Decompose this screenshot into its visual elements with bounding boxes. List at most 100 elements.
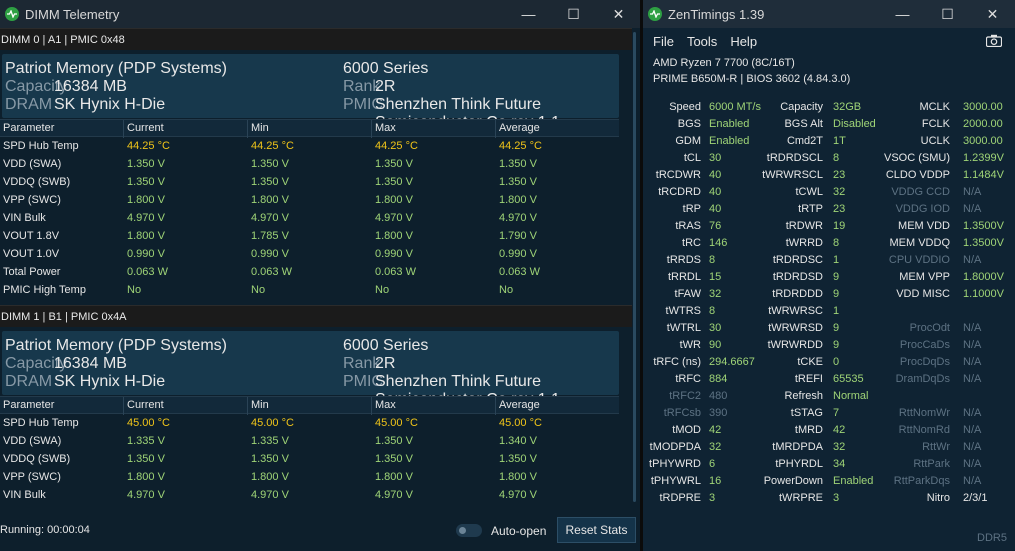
timing-value: 32 xyxy=(709,441,722,453)
timing-label: tRAS xyxy=(675,220,701,232)
param-value: 1.350 V xyxy=(375,158,413,170)
timing-value: 390 xyxy=(709,407,728,419)
timing-label: MEM VDD xyxy=(898,220,950,232)
scrollbar[interactable] xyxy=(632,28,638,508)
module-vendor: Patriot Memory (PDP Systems) xyxy=(5,337,227,354)
maximize-button[interactable]: ☐ xyxy=(941,5,954,22)
app-logo-icon xyxy=(648,7,662,21)
telemetry-table: Parameter Current Min Max Average SPD Hub Tem… xyxy=(0,396,619,504)
param-value: 1.350 V xyxy=(499,158,537,170)
column-header[interactable]: Current xyxy=(127,122,164,134)
timing-label: MEM VPP xyxy=(899,271,950,283)
param-name: VOUT 1.0V xyxy=(3,248,60,260)
timing-row: BGS Enabled BGS Alt Disabled FCLK 2000.00 xyxy=(643,117,1015,134)
timing-value: 7 xyxy=(833,407,840,419)
rank-value: 2R xyxy=(375,355,396,372)
param-value: 45.00 °C xyxy=(499,417,542,429)
cpu-name: AMD Ryzen 7 7700 (8C/16T) xyxy=(653,57,795,69)
timing-label: CPU VDDIO xyxy=(888,254,950,266)
timing-value: 1.2399V xyxy=(963,152,1004,164)
timing-label: VSOC (SMU) xyxy=(884,152,950,164)
timing-label: FCLK xyxy=(921,118,950,130)
param-name: VDD (SWA) xyxy=(3,158,62,170)
param-name: VIN Bulk xyxy=(3,489,46,501)
menu-item[interactable]: Tools xyxy=(686,33,718,49)
capacity-label: Capacity xyxy=(5,355,68,372)
column-header[interactable]: Parameter xyxy=(3,399,55,411)
timing-value: 23 xyxy=(833,203,846,215)
capacity-value: 16384 MB xyxy=(54,355,127,372)
menu-item[interactable]: Help xyxy=(730,33,758,49)
param-name: Total Power xyxy=(3,266,61,278)
timing-value: 3 xyxy=(833,492,840,504)
camera-icon[interactable] xyxy=(985,34,1003,50)
menu-item[interactable]: File xyxy=(653,33,674,49)
column-header[interactable]: Parameter xyxy=(3,122,55,134)
timing-value: Disabled xyxy=(833,118,876,130)
param-value: 0.063 W xyxy=(375,266,416,278)
dram-value: SK Hynix H-Die xyxy=(54,373,166,390)
timing-value: 1 xyxy=(833,254,840,266)
table-row: SPD Hub Temp 44.25 °C 44.25 °C 44.25 °C 44.2… xyxy=(0,137,619,155)
timing-label: tPHYWRD xyxy=(649,458,701,470)
param-name: SPD Hub Temp xyxy=(3,140,79,152)
close-button[interactable]: ✕ xyxy=(612,5,625,22)
timing-row: tRCDRD 40 tCWL 32 VDDG CCD N/A xyxy=(643,185,1015,202)
column-header[interactable]: Average xyxy=(499,122,540,134)
ddr-type: DDR5 xyxy=(977,532,1007,544)
column-header[interactable]: Current xyxy=(127,399,164,411)
timing-value: Enabled xyxy=(709,135,750,147)
timing-label: tCL xyxy=(683,152,701,164)
timing-value: 30 xyxy=(709,322,722,334)
column-header[interactable]: Min xyxy=(251,122,269,134)
timing-value: 2/3/1 xyxy=(963,492,988,504)
telemetry-table: Parameter Current Min Max Average SPD Hub Tem… xyxy=(0,119,619,299)
timing-label: RttNomRd xyxy=(898,424,950,436)
timing-value: 8 xyxy=(833,237,840,249)
minimize-button[interactable]: — xyxy=(895,6,910,22)
param-value: 44.25 °C xyxy=(499,140,542,152)
param-name: VIN Bulk xyxy=(3,212,46,224)
column-divider xyxy=(371,397,372,415)
column-header[interactable]: Min xyxy=(251,399,269,411)
timing-value: 32GB xyxy=(833,101,862,113)
table-row: VPP (SWC) 1.800 V 1.800 V 1.800 V 1.800 V xyxy=(0,191,619,209)
timing-label: MCLK xyxy=(919,101,950,113)
timing-row: tPHYWRD 6 tPHYRDL 34 RttPark N/A xyxy=(643,457,1015,474)
maximize-button[interactable]: ☐ xyxy=(567,5,580,22)
timing-label: tRDWR xyxy=(785,220,823,232)
timing-value: 8 xyxy=(833,152,840,164)
param-value: 1.350 V xyxy=(251,176,289,188)
timing-label: PowerDown xyxy=(763,475,823,487)
table-row: VOUT 1.8V 1.800 V 1.785 V 1.800 V 1.790 V xyxy=(0,227,619,245)
timing-value: Enabled xyxy=(833,475,874,487)
table-row: VOUT 1.0V 0.990 V 0.990 V 0.990 V 0.990 V xyxy=(0,245,619,263)
dimm-module: DIMM 1 | B1 | PMIC 0x4A Patriot Memory (P… xyxy=(0,305,632,501)
timing-label: GDM xyxy=(675,135,701,147)
timing-label: tCWL xyxy=(795,186,824,198)
running-time: Running: 00:00:04 xyxy=(0,524,90,536)
timing-label: Capacity xyxy=(780,101,823,113)
column-header[interactable]: Average xyxy=(499,399,540,411)
column-header[interactable]: Max xyxy=(375,122,396,134)
param-value: 4.970 V xyxy=(127,489,165,501)
timing-value: 3 xyxy=(709,492,716,504)
close-button[interactable]: ✕ xyxy=(986,5,999,22)
timing-value: N/A xyxy=(963,254,982,266)
column-header[interactable]: Max xyxy=(375,399,396,411)
param-value: 44.25 °C xyxy=(251,140,294,152)
timing-row: tPHYWRL 16 PowerDown Enabled RttParkDqs N/A xyxy=(643,474,1015,491)
param-value: No xyxy=(251,284,266,296)
reset-stats-button[interactable]: Reset Stats xyxy=(557,517,636,543)
timing-label: tREFI xyxy=(794,373,823,385)
timing-row: tRRDL 15 tRDRDSD 9 MEM VPP 1.8000V xyxy=(643,270,1015,287)
param-value: 4.970 V xyxy=(251,489,289,501)
timing-label: RttWr xyxy=(922,441,950,453)
timing-label: tWTRS xyxy=(665,305,701,317)
param-value: 44.25 °C xyxy=(375,140,418,152)
minimize-button[interactable]: — xyxy=(521,6,536,22)
timing-label: tRCDRD xyxy=(658,186,701,198)
timing-value: 1.1000V xyxy=(963,288,1004,300)
auto-open-toggle[interactable] xyxy=(456,524,482,537)
table-row: VPP (SWC) 1.800 V 1.800 V 1.800 V 1.800 V xyxy=(0,468,619,486)
